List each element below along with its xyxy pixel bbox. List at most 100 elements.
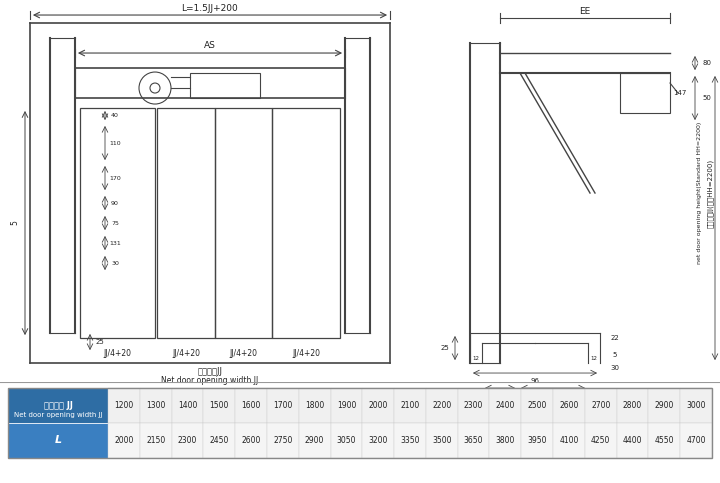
Text: 2600: 2600 bbox=[241, 436, 261, 445]
Text: 5: 5 bbox=[11, 221, 19, 226]
Text: 2450: 2450 bbox=[210, 436, 229, 445]
Text: 净开门宽 JJ: 净开门宽 JJ bbox=[44, 401, 73, 410]
Bar bbox=[490, 387, 521, 423]
Text: 4700: 4700 bbox=[686, 436, 706, 445]
Text: 2000: 2000 bbox=[369, 401, 388, 410]
Text: 1700: 1700 bbox=[273, 401, 292, 410]
Bar bbox=[553, 387, 585, 423]
Text: 3350: 3350 bbox=[400, 436, 420, 445]
Bar bbox=[80, 108, 155, 338]
Bar bbox=[8, 423, 108, 458]
Text: 2150: 2150 bbox=[146, 436, 166, 445]
Text: 2500: 2500 bbox=[528, 401, 547, 410]
Text: 2100: 2100 bbox=[400, 401, 420, 410]
Text: 2200: 2200 bbox=[432, 401, 451, 410]
Text: L: L bbox=[55, 435, 62, 445]
Text: 25: 25 bbox=[96, 339, 104, 345]
Text: 2000: 2000 bbox=[114, 436, 134, 445]
Text: 131: 131 bbox=[109, 241, 121, 245]
Text: 30: 30 bbox=[111, 260, 119, 266]
Bar bbox=[521, 423, 553, 458]
Text: L=1.5JJ+200: L=1.5JJ+200 bbox=[181, 3, 238, 13]
Bar bbox=[620, 73, 670, 113]
Text: 50: 50 bbox=[703, 95, 711, 101]
Text: 30: 30 bbox=[611, 365, 619, 371]
Text: 40: 40 bbox=[534, 393, 542, 399]
Text: 5: 5 bbox=[613, 352, 617, 358]
Bar bbox=[394, 387, 426, 423]
Text: Net door opening width JJ: Net door opening width JJ bbox=[14, 412, 102, 418]
Bar bbox=[171, 387, 203, 423]
Text: 3500: 3500 bbox=[432, 436, 451, 445]
Bar bbox=[585, 423, 616, 458]
Text: 90: 90 bbox=[111, 200, 119, 206]
Text: 96: 96 bbox=[531, 378, 539, 384]
Bar bbox=[426, 387, 458, 423]
Text: 1200: 1200 bbox=[114, 401, 133, 410]
Text: 2800: 2800 bbox=[623, 401, 642, 410]
Text: 1900: 1900 bbox=[337, 401, 356, 410]
Text: JJ/4+20: JJ/4+20 bbox=[230, 349, 258, 357]
Text: JJ/4+20: JJ/4+20 bbox=[172, 349, 200, 357]
Bar bbox=[330, 423, 362, 458]
Text: 3950: 3950 bbox=[528, 436, 547, 445]
Text: 1800: 1800 bbox=[305, 401, 324, 410]
Bar bbox=[490, 423, 521, 458]
Text: 25: 25 bbox=[441, 345, 449, 351]
Text: 1500: 1500 bbox=[210, 401, 229, 410]
Text: 22: 22 bbox=[611, 335, 619, 341]
Text: 2300: 2300 bbox=[464, 401, 483, 410]
Bar bbox=[362, 423, 394, 458]
Bar bbox=[680, 423, 712, 458]
Text: EE: EE bbox=[580, 7, 590, 15]
Bar bbox=[203, 423, 235, 458]
Text: JJ/4+20: JJ/4+20 bbox=[292, 349, 320, 357]
Text: 12: 12 bbox=[472, 355, 480, 360]
Bar bbox=[8, 387, 108, 423]
Text: 2700: 2700 bbox=[591, 401, 611, 410]
Text: net door opening height(Standard HH=2200): net door opening height(Standard HH=2200… bbox=[698, 122, 703, 264]
Text: 净开门宽JJ: 净开门宽JJ bbox=[197, 367, 222, 375]
Bar bbox=[458, 387, 490, 423]
Text: 1600: 1600 bbox=[241, 401, 261, 410]
Text: Net door opening width JJ: Net door opening width JJ bbox=[161, 375, 258, 384]
Text: AS: AS bbox=[204, 41, 216, 50]
Bar bbox=[553, 423, 585, 458]
Bar bbox=[203, 387, 235, 423]
Text: 2600: 2600 bbox=[559, 401, 579, 410]
Bar bbox=[140, 387, 171, 423]
Text: 40: 40 bbox=[111, 113, 119, 118]
Bar bbox=[649, 423, 680, 458]
Text: 2900: 2900 bbox=[654, 401, 674, 410]
Bar bbox=[272, 108, 340, 338]
Text: 75: 75 bbox=[111, 221, 119, 226]
Text: 3650: 3650 bbox=[464, 436, 483, 445]
Bar bbox=[362, 387, 394, 423]
Bar bbox=[616, 387, 649, 423]
Bar bbox=[394, 423, 426, 458]
Bar bbox=[458, 423, 490, 458]
Text: 3800: 3800 bbox=[495, 436, 515, 445]
Text: 3000: 3000 bbox=[686, 401, 706, 410]
Bar bbox=[585, 387, 616, 423]
Bar bbox=[171, 423, 203, 458]
Text: JJ/4+20: JJ/4+20 bbox=[104, 349, 132, 357]
Text: 147: 147 bbox=[673, 90, 687, 96]
Text: 2400: 2400 bbox=[495, 401, 515, 410]
Text: 2750: 2750 bbox=[273, 436, 292, 445]
Text: 3200: 3200 bbox=[369, 436, 388, 445]
Bar bbox=[108, 423, 140, 458]
Text: 80: 80 bbox=[703, 60, 711, 66]
Bar bbox=[8, 387, 712, 458]
Text: 4550: 4550 bbox=[654, 436, 674, 445]
Text: 4400: 4400 bbox=[623, 436, 642, 445]
Text: 12: 12 bbox=[590, 355, 598, 360]
Bar bbox=[235, 387, 267, 423]
Bar bbox=[140, 423, 171, 458]
Bar bbox=[157, 108, 215, 338]
Bar bbox=[235, 423, 267, 458]
Bar bbox=[616, 423, 649, 458]
Text: 3050: 3050 bbox=[337, 436, 356, 445]
Text: 2300: 2300 bbox=[178, 436, 197, 445]
Bar bbox=[215, 108, 272, 338]
